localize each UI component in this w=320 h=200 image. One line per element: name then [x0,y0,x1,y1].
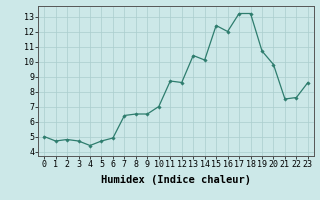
X-axis label: Humidex (Indice chaleur): Humidex (Indice chaleur) [101,175,251,185]
